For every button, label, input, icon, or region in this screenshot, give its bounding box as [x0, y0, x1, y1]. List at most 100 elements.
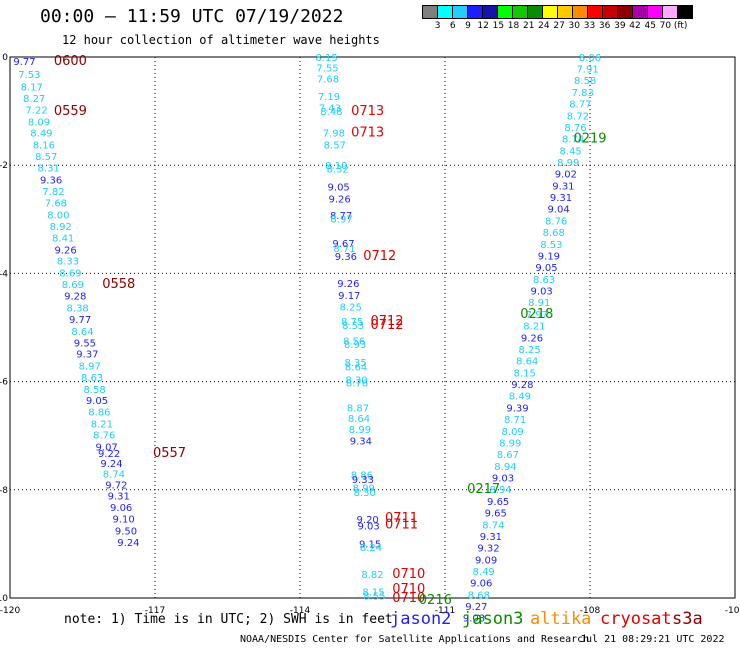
swh-value-label: 8.41 [52, 234, 74, 245]
swh-value-label: 7.82 [42, 187, 64, 198]
swh-value-label: 9.07 [96, 442, 118, 453]
swh-value-label: 8.49 [30, 129, 52, 140]
swh-value-label: 7.22 [25, 106, 47, 117]
swh-value-label: 9.34 [350, 437, 372, 448]
swh-value-label: 8.76 [564, 123, 586, 134]
swh-value-label: 8.25 [340, 303, 362, 314]
swh-value-label: 8.21 [91, 419, 113, 430]
swh-value-label: 9.33 [352, 475, 374, 486]
pass-time-label: 0710 [392, 582, 425, 597]
swh-value-label: 8.30 [354, 488, 376, 499]
footer-timestamp: Jul 21 08:29:21 UTC 2022 [580, 634, 725, 645]
swh-value-label: 8.72 [567, 111, 589, 122]
swh-value-label: 8.15 [514, 368, 536, 379]
swh-value-label: 8.25 [518, 345, 540, 356]
pass-time-label: 0218 [520, 307, 553, 322]
swh-value-label: 9.26 [329, 194, 351, 205]
swh-value-label: 9.28 [64, 291, 86, 302]
swh-value-label: 8.49 [473, 567, 495, 578]
swh-value-label: 7.83 [572, 88, 594, 99]
color-scale-labels: 3 6 9 12 15 18 21 24 27 30 33 36 39 42 45 70 (ft) [422, 21, 692, 31]
pass-time-label: 0713 [351, 126, 384, 141]
swh-value-label: 8.58 [83, 385, 105, 396]
swh-value-label: 8.16 [33, 140, 55, 151]
legend-s3a: s3a [672, 609, 703, 629]
swh-value-label: 8.49 [509, 392, 531, 403]
swh-value-label: 9.36 [335, 252, 357, 263]
swh-value-label: 8.64 [71, 327, 93, 338]
swh-value-label: 9.31 [552, 181, 574, 192]
color-scale-swatches [422, 5, 693, 19]
swh-value-label: 8.64 [348, 414, 370, 425]
swh-value-label: 8.58 [574, 76, 596, 87]
swh-value-label: 9.24 [117, 538, 139, 549]
swh-value-label: 8.93 [344, 340, 366, 351]
swh-value-label: 9.50 [115, 526, 137, 537]
swh-value-label: 9.04 [547, 205, 569, 216]
swh-value-label: 8.15 [315, 53, 337, 64]
swh-value-label: 8.17 [21, 82, 43, 93]
swh-value-label: 9.26 [54, 245, 76, 256]
swh-value-label: 8.99 [353, 483, 375, 494]
swh-value-label: 9.27 [465, 602, 487, 613]
y-tick-label: -4 [0, 269, 8, 279]
swh-value-label: 7.53 [18, 70, 40, 81]
swh-value-label: 8.38 [67, 303, 89, 314]
color-scale-label: 9 [465, 21, 471, 31]
swh-value-label: 9.55 [74, 338, 96, 349]
swh-value-label: 9.15 [359, 540, 381, 551]
y-tick-label: -10 [0, 594, 8, 604]
swh-value-label: 8.77 [330, 211, 352, 222]
chart-subtitle: 12 hour collection of altimeter wave hei… [62, 33, 380, 47]
swh-value-label: 8.06 [579, 53, 601, 64]
swh-value-label: 8.69 [59, 268, 81, 279]
swh-value-label: 9.31 [108, 491, 130, 502]
swh-value-label: 9.67 [332, 239, 354, 250]
x-tick-label: -117 [145, 606, 165, 616]
legend-cryosat: cryosat [600, 609, 672, 629]
swh-value-label: 9.72 [105, 480, 127, 491]
pass-time-label: 0711 [385, 511, 418, 526]
swh-value-label: 8.77 [569, 100, 591, 111]
color-scale-legend: 3 6 9 12 15 18 21 24 27 30 33 36 39 42 45 70 (ft) [422, 5, 693, 31]
swh-value-label: 9.28 [511, 380, 533, 391]
swh-value-label: 8.64 [516, 357, 538, 368]
pass-time-label: 0710 [392, 567, 425, 582]
legend-altika: altika [530, 609, 592, 629]
legend-jason3: jason3 [462, 609, 524, 629]
swh-value-label: 8.21 [523, 322, 545, 333]
swh-value-label: 9.02 [555, 170, 577, 181]
swh-value-label: 9.06 [470, 579, 492, 590]
pass-time-label: 0712 [370, 314, 403, 329]
note-text: note: 1) Time is in UTC; 2) SWH is in fe… [64, 612, 393, 627]
swh-value-label: 8.94 [489, 485, 511, 496]
color-scale-label: 15 [492, 21, 505, 31]
swh-value-label: 8.45 [560, 146, 582, 157]
swh-value-label: 8.71 [504, 415, 526, 426]
swh-value-label: 8.99 [349, 425, 371, 436]
swh-value-label: 9.77 [13, 57, 35, 68]
swh-value-label: 8.91 [528, 298, 550, 309]
swh-value-label: 9.39 [506, 403, 528, 414]
y-tick-label: -6 [0, 378, 8, 388]
swh-value-label: 8.92 [50, 222, 72, 233]
pass-time-label: 0559 [54, 104, 87, 119]
color-scale-label: 21 [522, 21, 535, 31]
swh-value-label: 8.63 [533, 275, 555, 286]
swh-value-label: 8.75 [341, 317, 363, 328]
swh-value-label: 8.69 [62, 280, 84, 291]
swh-value-label: 9.36 [40, 175, 62, 186]
swh-value-label: 8.31 [38, 164, 60, 175]
legend-jason2: jason2 [390, 609, 452, 629]
swh-value-label: 9.05 [86, 396, 108, 407]
pass-time-label: 0711 [385, 517, 418, 532]
swh-value-label: 8.99 [557, 158, 579, 169]
swh-value-label: 8.09 [502, 427, 524, 438]
swh-value-label: 7.43 [319, 103, 341, 114]
swh-value-label: 8.82 [361, 570, 383, 581]
swh-value-label: 9.65 [487, 497, 509, 508]
swh-value-label: 7.68 [45, 199, 67, 210]
swh-value-label: 8.15 [362, 587, 384, 598]
swh-value-label: 8.56 [343, 336, 365, 347]
